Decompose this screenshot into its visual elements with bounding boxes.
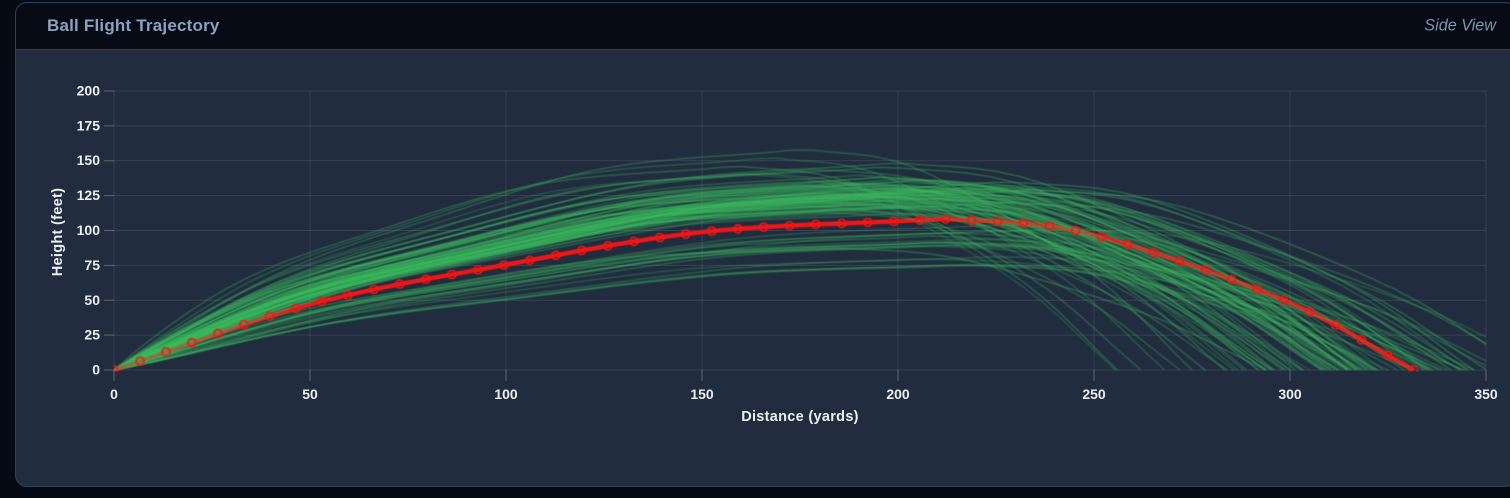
svg-text:250: 250 [1082,386,1106,402]
svg-text:0: 0 [92,362,100,378]
svg-text:150: 150 [690,386,714,402]
svg-text:175: 175 [77,117,101,133]
svg-text:50: 50 [84,292,100,308]
svg-text:150: 150 [77,152,101,168]
svg-text:300: 300 [1278,386,1302,402]
svg-text:100: 100 [77,222,101,238]
svg-text:200: 200 [886,386,910,402]
svg-text:0: 0 [110,386,118,402]
svg-text:50: 50 [302,386,318,402]
svg-text:350: 350 [1474,386,1498,402]
svg-text:25: 25 [84,327,100,343]
svg-text:200: 200 [77,83,101,99]
svg-text:Distance (yards): Distance (yards) [741,409,859,425]
svg-text:125: 125 [77,187,101,203]
svg-text:100: 100 [494,386,518,402]
svg-text:75: 75 [84,257,100,273]
svg-text:Height (feet): Height (feet) [50,188,66,276]
